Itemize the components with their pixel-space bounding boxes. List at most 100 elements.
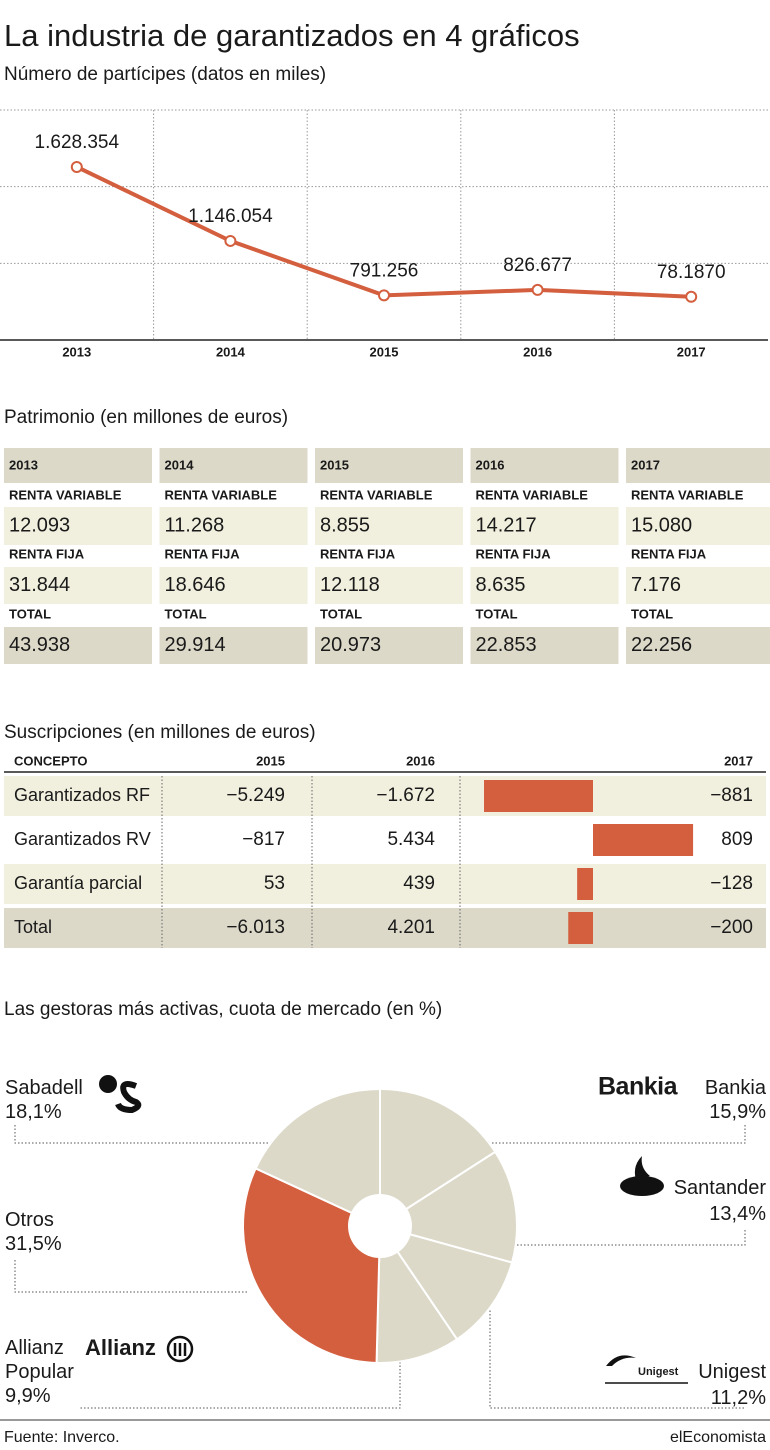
cell-background <box>315 507 463 545</box>
donut-hole <box>348 1194 412 1258</box>
cell-background <box>626 567 770 604</box>
cell-background <box>470 507 619 545</box>
bar <box>568 912 593 944</box>
cell: 8.635 <box>476 574 526 596</box>
cell: 5.434 <box>387 829 435 850</box>
point <box>70 160 83 173</box>
year-header: 2016 <box>476 457 505 472</box>
column-header: 2015 <box>256 753 285 768</box>
cell: 29.914 <box>165 634 226 656</box>
cell: 15.080 <box>631 514 692 536</box>
logo: Bankia <box>598 1073 679 1101</box>
bar <box>484 780 593 812</box>
x-tick-label: 2013 <box>62 344 91 359</box>
point <box>224 234 237 247</box>
row-label: TOTAL <box>9 606 51 621</box>
x-tick-label: 2015 <box>370 344 399 359</box>
cell: −5.249 <box>226 785 285 806</box>
cell-background <box>4 448 152 483</box>
year-header: 2015 <box>320 457 349 472</box>
row-background <box>4 908 766 948</box>
pie-value-label: 18,1% <box>5 1101 62 1123</box>
row-label: RENTA VARIABLE <box>320 487 433 502</box>
cell-background <box>626 507 770 545</box>
cell-background <box>315 627 463 664</box>
value-label: −200 <box>710 917 753 938</box>
cell: 14.217 <box>476 514 537 536</box>
value-label: −128 <box>710 873 753 894</box>
logo-mark <box>620 1176 664 1196</box>
row-label: RENTA FIJA <box>631 546 707 561</box>
value-label: 1.146.054 <box>188 206 273 227</box>
row-label: Total <box>14 917 52 937</box>
pie-value-label: 9,9% <box>5 1385 51 1407</box>
cell: 4.201 <box>387 917 435 938</box>
year-header: 2014 <box>165 457 195 472</box>
row-background <box>4 864 766 904</box>
x-tick-label: 2016 <box>523 344 552 359</box>
cell-background <box>626 448 770 483</box>
pie-label: Bankia <box>704 1077 766 1099</box>
leader-line <box>14 1125 272 1144</box>
cell: 439 <box>403 873 435 894</box>
source: Fuente: Inverco. <box>4 1429 120 1446</box>
pie-label: Allianz Popular <box>5 1337 74 1383</box>
cell: 12.093 <box>9 514 70 536</box>
cell-background <box>470 567 619 604</box>
row-label: RENTA VARIABLE <box>631 487 744 502</box>
cell: 43.938 <box>9 634 70 656</box>
column-header: CONCEPTO <box>14 753 87 768</box>
pie-label: Sabadell <box>5 1077 83 1099</box>
cell-background <box>4 627 152 664</box>
cell: 22.853 <box>476 634 537 656</box>
cell: −6.013 <box>226 917 285 938</box>
leader-line <box>490 1125 746 1144</box>
bar-title: Suscripciones (en millones de euros) <box>4 722 316 743</box>
cell: 11.268 <box>165 514 225 536</box>
pie-label: Unigest <box>698 1361 766 1383</box>
row-label: Garantizados RV <box>14 829 151 849</box>
row-label: Garantía parcial <box>14 873 142 893</box>
line-title: Número de partícipes (datos en miles) <box>4 64 326 85</box>
logo: Unigest <box>638 1366 679 1378</box>
slice <box>379 1087 497 1228</box>
cell: 8.855 <box>320 514 370 536</box>
slice <box>375 1222 459 1364</box>
logo-mark <box>166 1335 194 1363</box>
point <box>531 283 544 296</box>
cell-background <box>4 567 152 604</box>
column-header: 2016 <box>406 753 435 768</box>
row-label: TOTAL <box>320 606 362 621</box>
pie-title: Las gestoras más activas, cuota de merca… <box>4 999 442 1020</box>
value-label: 809 <box>721 829 753 850</box>
logo-mark <box>99 1075 117 1093</box>
cell-background <box>626 627 770 664</box>
pie-value-label: 15,9% <box>709 1101 766 1123</box>
cell: −1.672 <box>376 785 435 806</box>
row-label: RENTA FIJA <box>476 546 552 561</box>
value-label: 78.1870 <box>657 262 726 283</box>
logo-mark <box>634 1156 650 1180</box>
cell: 7.176 <box>631 574 681 596</box>
cell: 22.256 <box>631 634 692 656</box>
slice <box>254 1087 381 1228</box>
table-title: Patrimonio (en millones de euros) <box>4 407 288 428</box>
pie-value-label: 31,5% <box>5 1233 62 1255</box>
row-label: RENTA FIJA <box>165 546 241 561</box>
logo-mark <box>606 1355 636 1366</box>
column-header: 2017 <box>724 753 753 768</box>
logo-mark <box>115 1081 142 1114</box>
leader-line <box>80 1362 401 1409</box>
main-title: La industria de garantizados en 4 gráfic… <box>4 18 580 53</box>
point <box>685 290 698 303</box>
slice <box>242 1167 382 1364</box>
cell-background <box>315 448 463 483</box>
row-label: Garantizados RF <box>14 785 150 805</box>
row-label: RENTA VARIABLE <box>165 487 278 502</box>
row-label: RENTA VARIABLE <box>476 487 589 502</box>
cell: 18.646 <box>165 574 226 596</box>
x-tick-label: 2017 <box>677 344 706 359</box>
cell-background <box>470 627 619 664</box>
